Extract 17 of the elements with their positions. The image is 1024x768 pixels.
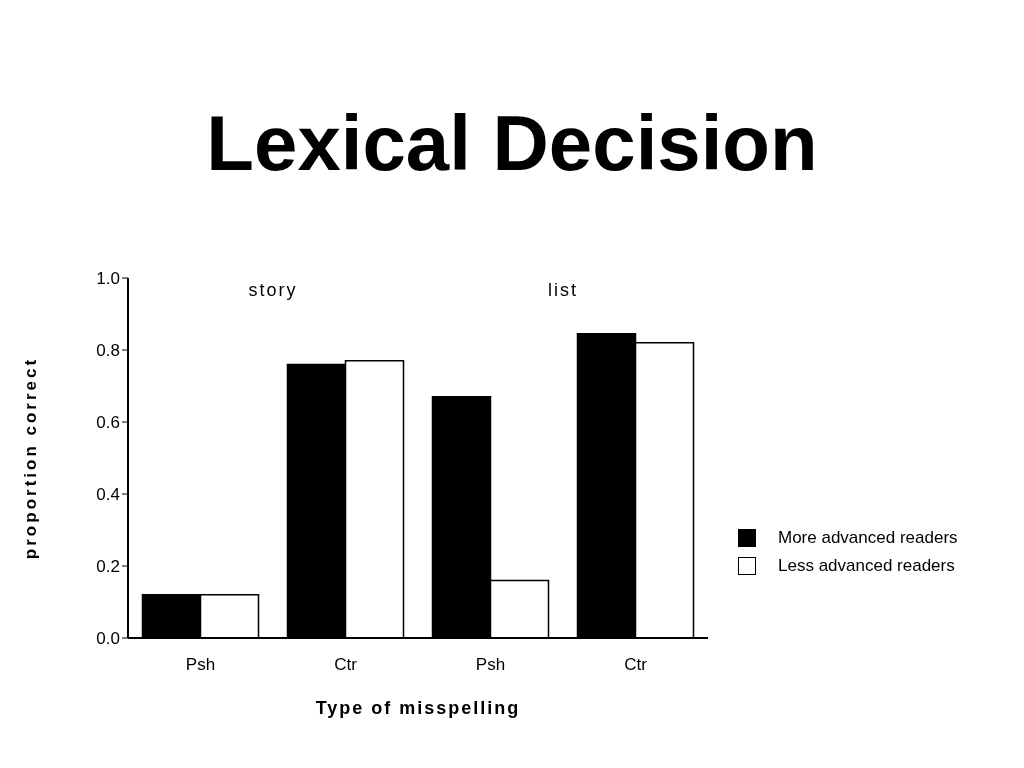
- legend-label: Less advanced readers: [778, 556, 955, 576]
- legend-label: More advanced readers: [778, 528, 958, 548]
- y-axis-title: proportion correct: [21, 356, 41, 560]
- chart-title: Lexical Decision: [205, 98, 819, 189]
- y-tick-label: 0.0: [96, 629, 120, 649]
- y-tick-label: 1.0: [96, 269, 120, 289]
- x-tick-label: Ctr: [334, 655, 358, 675]
- x-tick-label: Ctr: [624, 655, 648, 675]
- y-tick-label: 0.6: [96, 413, 120, 433]
- y-tick-label: 0.2: [96, 557, 120, 577]
- x-tick-label: Psh: [475, 655, 506, 675]
- x-tick-label: Psh: [185, 655, 216, 675]
- y-tick-label: 0.8: [96, 341, 120, 361]
- x-axis-title: Type of misspelling: [315, 698, 521, 718]
- annotation: story: [247, 280, 299, 301]
- y-tick-label: 0.4: [96, 485, 120, 505]
- annotation: list: [547, 280, 579, 301]
